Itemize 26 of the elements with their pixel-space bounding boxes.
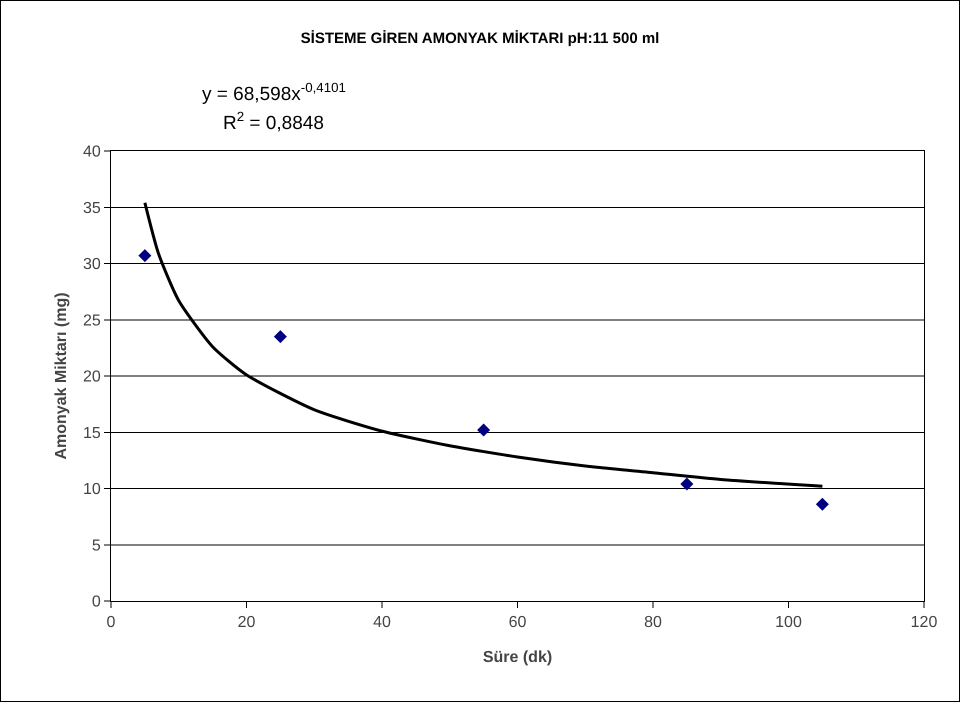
x-axis-title: Süre (dk) [482,648,552,666]
x-tick-label: 40 [373,614,391,632]
x-tick-label: 120 [910,614,938,632]
y-tick-label: 25 [83,312,101,330]
text: y = 68,598x$^{-0,4101}$ [202,80,346,105]
x-tick-label: 20 [238,614,256,632]
x-tick-label: 60 [508,614,526,632]
point [477,424,490,436]
x-tick-label: 100 [775,614,802,632]
y-tick-label: 30 [83,256,101,274]
point [816,498,829,511]
point [680,478,694,490]
y-tick-label: 20 [83,368,101,386]
y-tick-label: 15 [83,424,101,442]
y-tick-label: 5 [92,537,101,554]
y-axis-title: Amonyak Miktarı (mg) [52,292,70,460]
y-tick-label: 10 [83,481,101,498]
y-tick-label: 35 [83,200,101,217]
chart-title: SİSTEME GİREN AMONYAK MİKTARI pH:11 500 ml [300,30,660,47]
point [274,330,287,344]
y-tick-label: 40 [83,144,101,161]
x-tick-label: 80 [644,614,662,632]
text: R$^{2}$ = 0,8848 [223,109,324,134]
x-tick-label: 0 [106,614,116,632]
point [138,249,152,262]
y-tick-label: 0 [92,594,101,611]
